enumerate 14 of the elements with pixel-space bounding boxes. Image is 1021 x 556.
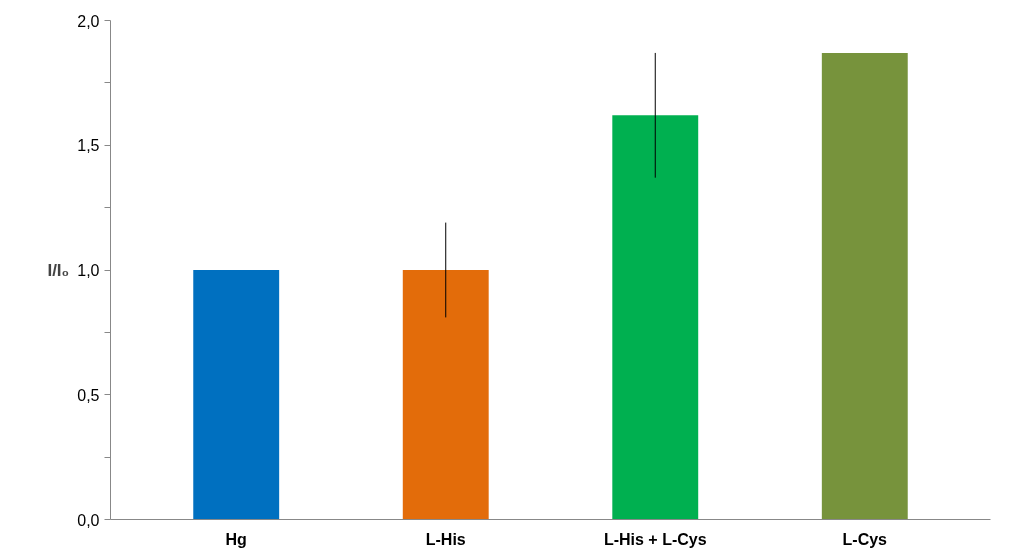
y-axis-title: I/I₀: [47, 260, 70, 280]
bar: [612, 115, 699, 520]
y-tick-label: 0,0: [77, 511, 100, 529]
y-tick-label: 1,0: [77, 262, 100, 279]
x-tick-label: L-His + L-Cys: [603, 530, 707, 548]
x-tick-label: Hg: [225, 530, 247, 548]
y-tick-label: 1,5: [77, 137, 100, 155]
bar: [821, 52, 908, 520]
bar: [402, 270, 489, 520]
bar: [193, 270, 280, 520]
x-tick-label: L-His: [425, 530, 466, 548]
y-tick-label: 2,0: [77, 12, 100, 30]
y-tick-label: 0,5: [77, 386, 100, 404]
x-tick-label: L-Cys: [842, 530, 888, 548]
